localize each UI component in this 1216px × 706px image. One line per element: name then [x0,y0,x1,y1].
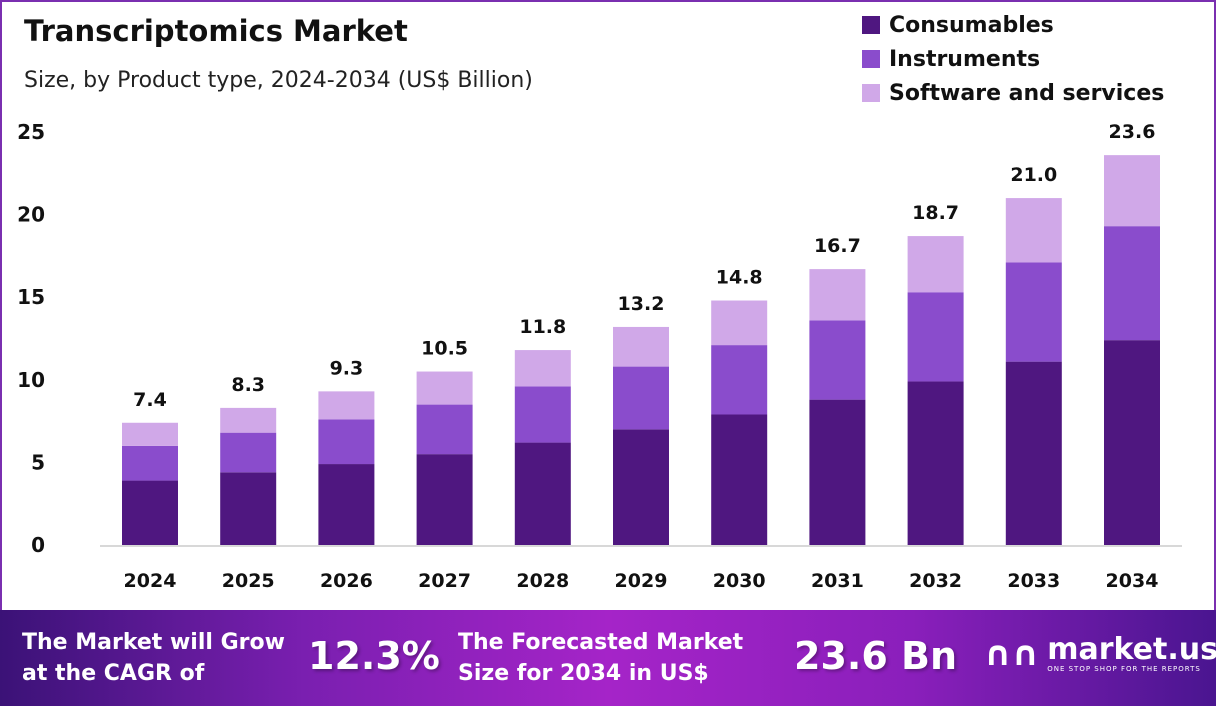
chart-subtitle: Size, by Product type, 2024-2034 (US$ Bi… [24,68,533,93]
bar-segment-instruments [907,292,964,382]
bar-total-label: 9.3 [330,357,364,379]
x-tick-label: 2024 [124,570,177,592]
chart-title: Transcriptomics Market [24,14,408,48]
x-tick-label: 2031 [811,570,864,592]
bar-total-label: 23.6 [1109,121,1156,143]
legend-item-software: Software and services [862,76,1164,110]
bar-segment-software-and-services [220,407,277,433]
bar-segment-software-and-services [907,236,964,293]
forecast-label: The Forecasted Market Size for 2034 in U… [458,627,743,689]
bar-segment-consumables [1005,361,1062,545]
cagr-label-line1: The Market will Grow [22,630,285,655]
bar-segment-software-and-services [318,391,375,420]
bar-total-label: 8.3 [231,374,265,396]
cagr-value: 12.3% [308,634,440,678]
x-tick-label: 2030 [713,570,766,592]
bar-segment-consumables [220,472,277,545]
bar-segment-instruments [122,445,178,481]
bar-segment-software-and-services [416,371,473,405]
bar-segment-instruments [220,432,277,473]
bar-segment-software-and-services [613,326,669,367]
y-tick-label: 0 [31,533,45,557]
y-tick-label: 5 [31,450,45,474]
bar-segment-consumables [613,429,669,545]
bar-segment-consumables [1104,340,1160,545]
legend-label: Software and services [889,80,1165,106]
legend-item-consumables: Consumables [862,8,1164,42]
bar-segment-software-and-services [711,300,768,346]
logo-mark-icon: ∩∩ [984,634,1040,674]
forecast-value: 23.6 Bn [794,634,958,678]
legend-swatch [862,84,880,102]
legend-item-instruments: Instruments [862,42,1164,76]
legend-label: Consumables [889,12,1054,38]
bar-segment-software-and-services [1005,198,1062,263]
bar-total-label: 13.2 [618,293,665,315]
bar-segment-consumables [318,464,375,545]
footer-banner: The Market will Grow at the CAGR of 12.3… [0,610,1216,706]
bar-segment-consumables [122,480,178,545]
bar-segment-instruments [1005,262,1062,362]
legend-swatch [862,50,880,68]
legend: Consumables Instruments Software and ser… [862,8,1164,110]
bar-chart: 05101520257.420248.320259.3202610.520271… [17,120,1182,592]
bar-total-label: 7.4 [133,389,167,411]
logo-name: market.us [1047,632,1216,667]
bar-total-label: 18.7 [912,202,959,224]
bar-segment-consumables [514,442,571,545]
bar-segment-instruments [711,345,768,415]
bar-segment-instruments [416,404,473,455]
legend-swatch [862,16,880,34]
bar-segment-software-and-services [122,422,178,446]
bar-segment-consumables [416,454,473,545]
forecast-label-line2: Size for 2034 in US$ [458,661,709,686]
x-tick-label: 2033 [1007,570,1060,592]
x-tick-label: 2029 [615,570,668,592]
y-tick-label: 25 [17,120,45,144]
y-tick-label: 15 [17,285,45,309]
y-tick-label: 10 [17,368,45,392]
bar-segment-instruments [809,320,866,400]
cagr-label-line2: at the CAGR of [22,661,205,686]
cagr-label: The Market will Grow at the CAGR of [22,627,285,689]
bar-segment-consumables [711,414,768,545]
bar-segment-instruments [1104,226,1160,341]
bar-segment-instruments [514,386,571,443]
x-tick-label: 2026 [320,570,373,592]
bar-segment-software-and-services [514,350,571,387]
bar-total-label: 14.8 [716,267,763,289]
logo-tagline: ONE STOP SHOP FOR THE REPORTS [1047,665,1201,673]
x-tick-label: 2025 [222,570,275,592]
forecast-label-line1: The Forecasted Market [458,630,744,655]
y-tick-label: 20 [17,203,45,227]
bar-segment-software-and-services [1104,155,1160,227]
bar-segment-instruments [318,419,375,465]
x-tick-label: 2028 [516,570,569,592]
bar-total-label: 10.5 [421,338,468,360]
bar-total-label: 16.7 [814,235,861,257]
bar-total-label: 11.8 [519,316,566,338]
bar-segment-instruments [613,366,669,430]
x-tick-label: 2034 [1106,570,1159,592]
bar-segment-consumables [907,381,964,545]
legend-label: Instruments [889,46,1041,72]
x-tick-label: 2032 [909,570,962,592]
x-tick-label: 2027 [418,570,471,592]
bar-total-label: 21.0 [1010,164,1057,186]
bar-segment-consumables [809,399,866,545]
bar-segment-software-and-services [809,269,866,321]
market-us-logo: ∩∩ market.us ONE STOP SHOP FOR THE REPOR… [984,634,1216,674]
